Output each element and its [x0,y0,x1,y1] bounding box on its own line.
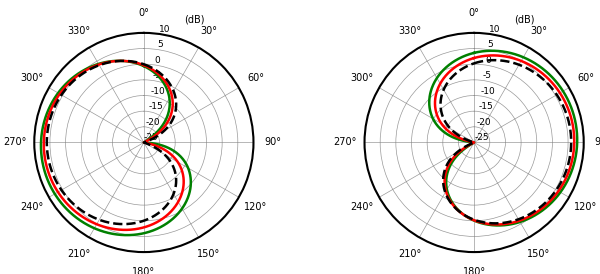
Text: (dB): (dB) [514,15,535,24]
Text: (dB): (dB) [184,15,205,24]
